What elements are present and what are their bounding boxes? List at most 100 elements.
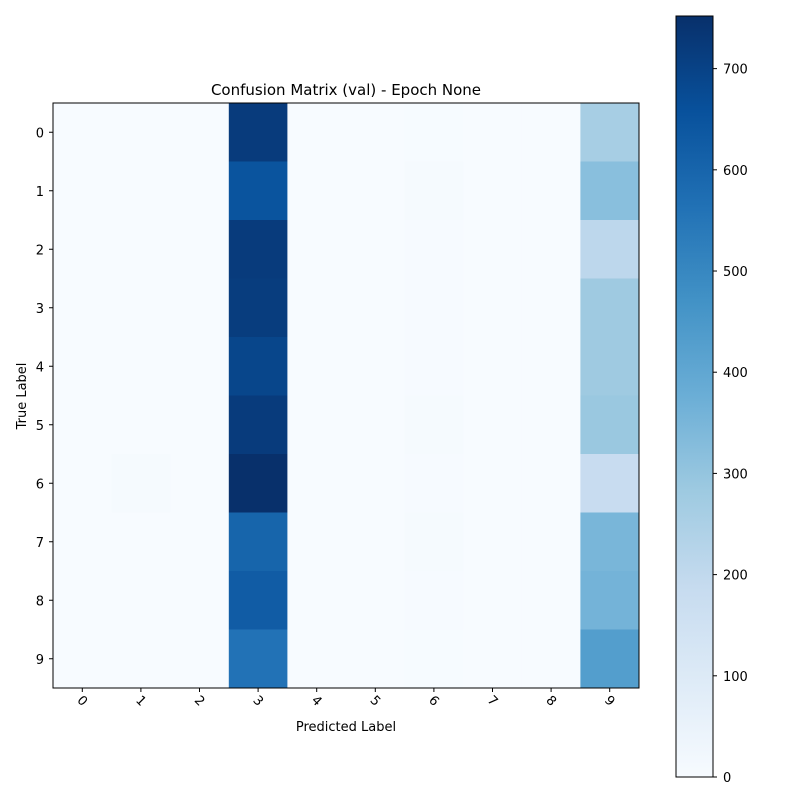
x-axis-ticks: 0 1 2 3 4 5 6 7 8 9: [74, 688, 618, 710]
heatmap-cell: [287, 103, 347, 162]
heatmap-cell: [111, 161, 171, 221]
heatmap-frame: [52, 102, 640, 689]
heatmap-cell: [521, 454, 581, 513]
colorbar-tick-label: 100: [723, 670, 748, 685]
heatmap-cell: [228, 571, 288, 630]
heatmap-cell: [346, 161, 406, 221]
heatmap-cell: [111, 103, 171, 162]
heatmap-cell: [404, 103, 464, 162]
heatmap-cell: [287, 571, 347, 630]
heatmap-cell: [53, 220, 113, 279]
colorbar-tick-label: 300: [723, 467, 748, 482]
heatmap-cell: [404, 220, 464, 279]
y-tick-label: 4: [36, 360, 44, 375]
heatmap-cell: [228, 454, 288, 513]
heatmap-cell: [111, 220, 171, 279]
heatmap-cell: [404, 629, 464, 689]
colorbar-tick-label: 500: [723, 265, 748, 280]
heatmap-cell: [170, 161, 230, 221]
heatmap-cell: [404, 278, 464, 338]
heatmap-cell: [404, 571, 464, 630]
heatmap-cell: [346, 454, 406, 513]
heatmap-cell: [580, 161, 640, 221]
x-tick-label: 5: [367, 693, 383, 709]
heatmap-cell: [463, 103, 523, 162]
heatmap-cell: [463, 161, 523, 221]
colorbar-tick-label: 400: [723, 366, 748, 381]
heatmap-cell: [228, 512, 288, 572]
heatmap-cell: [228, 278, 288, 338]
colorbar-ticks: 0 100 200 300 400 500 600 700: [713, 63, 748, 786]
y-tick-label: 2: [36, 243, 44, 258]
heatmap-cell: [111, 571, 171, 630]
heatmap-cell: [287, 337, 347, 396]
heatmap-cell: [580, 571, 640, 630]
heatmap-cell: [53, 629, 113, 689]
heatmap-cell: [521, 278, 581, 338]
heatmap-cell: [170, 512, 230, 572]
heatmap-cell: [580, 395, 640, 455]
heatmap-cell: [53, 103, 113, 162]
heatmap-cell: [170, 103, 230, 162]
heatmap-cell: [346, 103, 406, 162]
colorbar-tick-label: 200: [723, 569, 748, 584]
heatmap-cell: [463, 278, 523, 338]
x-tick-label: 1: [132, 693, 148, 709]
x-tick-label: 3: [250, 693, 266, 709]
heatmap-cell: [580, 103, 640, 162]
y-tick-label: 5: [36, 419, 44, 434]
heatmap-cell: [463, 629, 523, 689]
heatmap-cell: [287, 161, 347, 221]
x-tick-label: 9: [601, 693, 617, 709]
heatmap-cell: [580, 220, 640, 279]
heatmap-cell: [170, 395, 230, 455]
heatmap-cell: [111, 629, 171, 689]
heatmap-cell: [170, 278, 230, 338]
heatmap-cell: [346, 337, 406, 396]
y-tick-label: 6: [36, 477, 44, 492]
chart-title: Confusion Matrix (val) - Epoch None: [211, 81, 481, 99]
heatmap-cell: [53, 161, 113, 221]
heatmap-cell: [521, 512, 581, 572]
heatmap-cell: [228, 220, 288, 279]
heatmap-cell: [521, 571, 581, 630]
y-tick-label: 3: [36, 302, 44, 317]
heatmap-cell: [53, 571, 113, 630]
heatmap-cell: [53, 454, 113, 513]
heatmap-cell: [228, 629, 288, 689]
heatmap-cell: [404, 512, 464, 572]
heatmap-cell: [404, 395, 464, 455]
heatmap-cell: [228, 337, 288, 396]
heatmap-cell: [463, 454, 523, 513]
heatmap-cell: [346, 629, 406, 689]
heatmap-cell: [53, 395, 113, 455]
heatmap-cell: [170, 454, 230, 513]
heatmap-cell: [463, 337, 523, 396]
heatmap-cell: [580, 629, 640, 689]
heatmap-cell: [580, 337, 640, 396]
heatmap-cell: [287, 220, 347, 279]
x-tick-label: 0: [74, 693, 90, 709]
heatmap-cell: [521, 161, 581, 221]
heatmap-cells: [53, 103, 640, 689]
x-tick-label: 8: [543, 693, 559, 709]
colorbar: [675, 15, 714, 778]
y-axis-label: True Label: [15, 363, 30, 431]
heatmap-cell: [580, 512, 640, 572]
heatmap-cell: [287, 395, 347, 455]
heatmap-cell: [404, 161, 464, 221]
heatmap-cell: [111, 337, 171, 396]
x-axis-label: Predicted Label: [296, 720, 396, 735]
heatmap-cell: [53, 337, 113, 396]
heatmap-cell: [521, 395, 581, 455]
heatmap-cell: [111, 454, 171, 513]
heatmap-cell: [404, 454, 464, 513]
heatmap-cell: [521, 220, 581, 279]
heatmap-cell: [111, 512, 171, 572]
heatmap-cell: [170, 337, 230, 396]
heatmap-cell: [463, 512, 523, 572]
heatmap-cell: [521, 629, 581, 689]
heatmap-cell: [53, 512, 113, 572]
y-tick-label: 0: [36, 126, 44, 141]
